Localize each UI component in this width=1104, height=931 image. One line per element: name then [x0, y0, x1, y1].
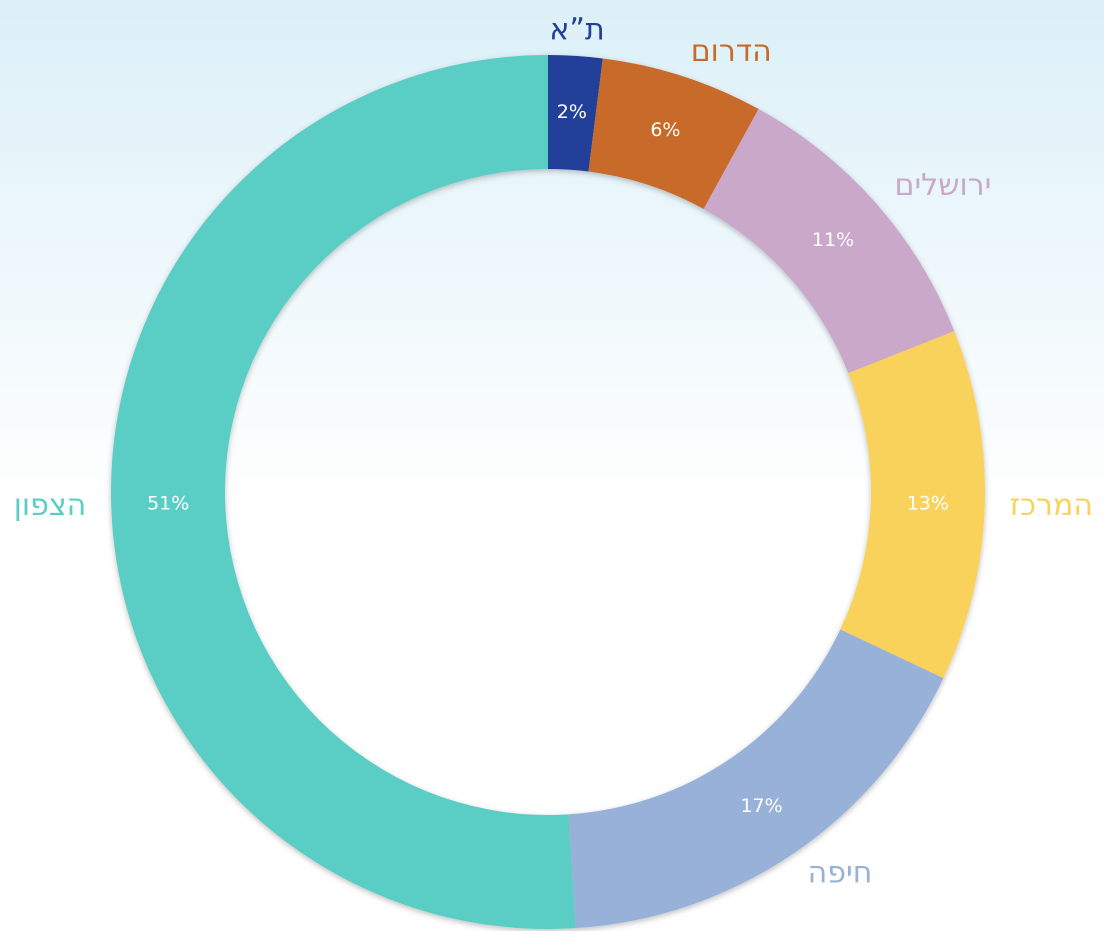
- value-label: 2%: [557, 101, 587, 123]
- category-label: הצפון: [14, 488, 86, 523]
- category-label: הדרום: [691, 34, 772, 69]
- donut-segment: [588, 58, 759, 209]
- value-label: 13%: [907, 492, 949, 514]
- category-label: ירושלים: [895, 168, 992, 203]
- donut-segment: [703, 109, 955, 374]
- value-label: 6%: [650, 119, 680, 141]
- donut-segment: [110, 55, 576, 930]
- category-label: ת”א: [549, 12, 604, 47]
- donut-segment: [840, 331, 985, 679]
- donut: [110, 55, 985, 930]
- donut-segment: [548, 55, 603, 172]
- value-label: 11%: [812, 229, 854, 251]
- value-label: 17%: [740, 795, 782, 817]
- value-label: 51%: [147, 492, 189, 514]
- donut-segment: [568, 629, 944, 929]
- category-label: חיפה: [808, 856, 873, 891]
- category-label: המרכז: [1010, 488, 1093, 523]
